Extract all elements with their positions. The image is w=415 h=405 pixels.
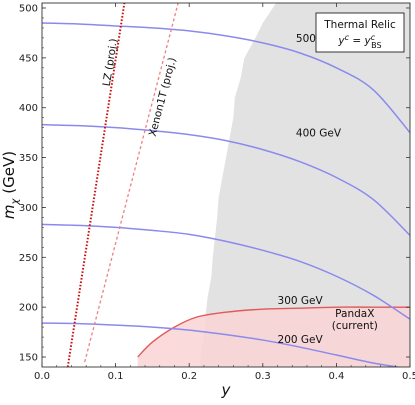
x-tick-label-0: 0.0	[34, 371, 50, 382]
legend-frame	[315, 12, 405, 53]
x-tick-label-2: 0.2	[181, 371, 197, 382]
x-tick-label-5: 0.5	[402, 371, 415, 382]
pandax-excluded-region	[137, 307, 410, 367]
legend-eq-mid: = y	[349, 35, 371, 47]
y-tick-label-5: 400	[19, 103, 38, 114]
curve-label-4: 200 GeV	[278, 334, 324, 346]
lz-projection-label: LZ (proj.)	[101, 38, 120, 87]
x-axis-ticks: 0.0 0.1 0.2 0.3 0.4 0.5	[34, 3, 415, 382]
y-tick-label-4: 350	[19, 153, 38, 164]
legend: Thermal Relic yc = yc BS	[315, 12, 405, 53]
y-axis-title: mχ (GeV)	[0, 151, 21, 219]
legend-eq-sub: BS	[371, 41, 381, 50]
y-title-main: m	[0, 204, 18, 219]
y-tick-label-3: 300	[19, 203, 38, 214]
curve-label-2: 400 GeV	[296, 128, 342, 140]
legend-title: Thermal Relic	[323, 19, 396, 31]
legend-eq-y1: y	[337, 35, 345, 47]
plot-area	[42, 3, 410, 367]
pandax-boundary-line	[137, 306, 410, 358]
x-axis-title: y	[221, 381, 232, 399]
legend-equation: yc = yc BS	[337, 33, 381, 50]
contour-line-3	[42, 223, 410, 320]
lz-projection-line	[66, 3, 126, 367]
legend-eq-sup2: c	[371, 33, 376, 42]
y-tick-label-1: 200	[19, 303, 38, 314]
x-tick-label-4: 0.4	[328, 371, 344, 382]
pandax-label-line1: PandaX	[335, 308, 374, 320]
x-tick-label-3: 0.3	[255, 371, 271, 382]
y-tick-label-2: 250	[19, 253, 38, 264]
y-axis-ticks: 150 200 250 300 350 400 450 500	[19, 3, 410, 364]
curve-label-3: 300 GeV	[278, 295, 324, 307]
contour-line-4	[42, 322, 403, 367]
y-tick-label-6: 450	[19, 53, 38, 64]
contour-line-1	[42, 22, 410, 134]
projection-lines	[66, 3, 179, 367]
pandax-label-line2: (current)	[332, 320, 378, 332]
legend-eq-sup1: c	[345, 33, 350, 42]
y-tick-label-7: 500	[19, 3, 38, 14]
y-title-unit: (GeV)	[0, 151, 18, 199]
x-tick-label-1: 0.1	[108, 371, 124, 382]
excluded-region-shading	[200, 3, 410, 367]
y-tick-label-0: 150	[19, 353, 38, 364]
plot-frame	[41, 2, 411, 368]
xenon1t-projection-line	[84, 3, 179, 363]
y-title-sub: χ	[10, 197, 21, 205]
xenon1t-projection-label: Xenon1T (proj.)	[147, 56, 179, 137]
pandax-label: PandaX (current)	[332, 308, 378, 332]
